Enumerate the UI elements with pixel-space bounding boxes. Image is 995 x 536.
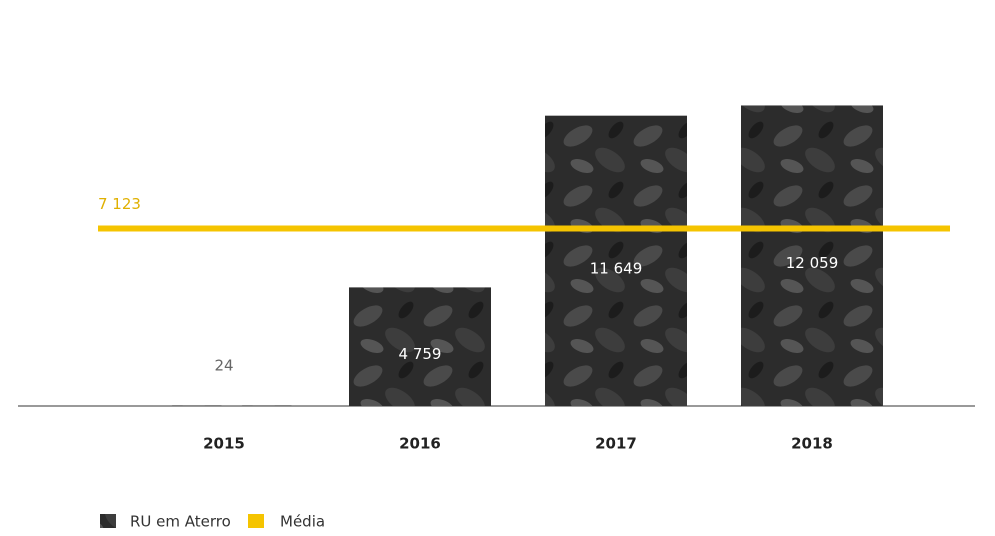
x-tick-label: 2017 [595, 435, 637, 453]
legend-label: Média [280, 513, 325, 531]
bar [153, 405, 295, 406]
x-tick-label: 2018 [791, 435, 833, 453]
value-label: 24 [214, 357, 233, 375]
bar [349, 287, 491, 406]
legend-swatch [100, 514, 116, 528]
legend-label: RU em Aterro [130, 513, 231, 531]
value-label: 11 649 [590, 259, 643, 277]
bar [741, 105, 883, 407]
x-tick-label: 2016 [399, 435, 441, 453]
legend-swatch [248, 514, 264, 528]
average-label: 7 123 [98, 195, 141, 213]
x-tick-label: 2015 [203, 435, 245, 453]
value-label: 4 759 [399, 345, 442, 363]
bar [545, 115, 687, 406]
value-label: 12 059 [786, 254, 839, 272]
